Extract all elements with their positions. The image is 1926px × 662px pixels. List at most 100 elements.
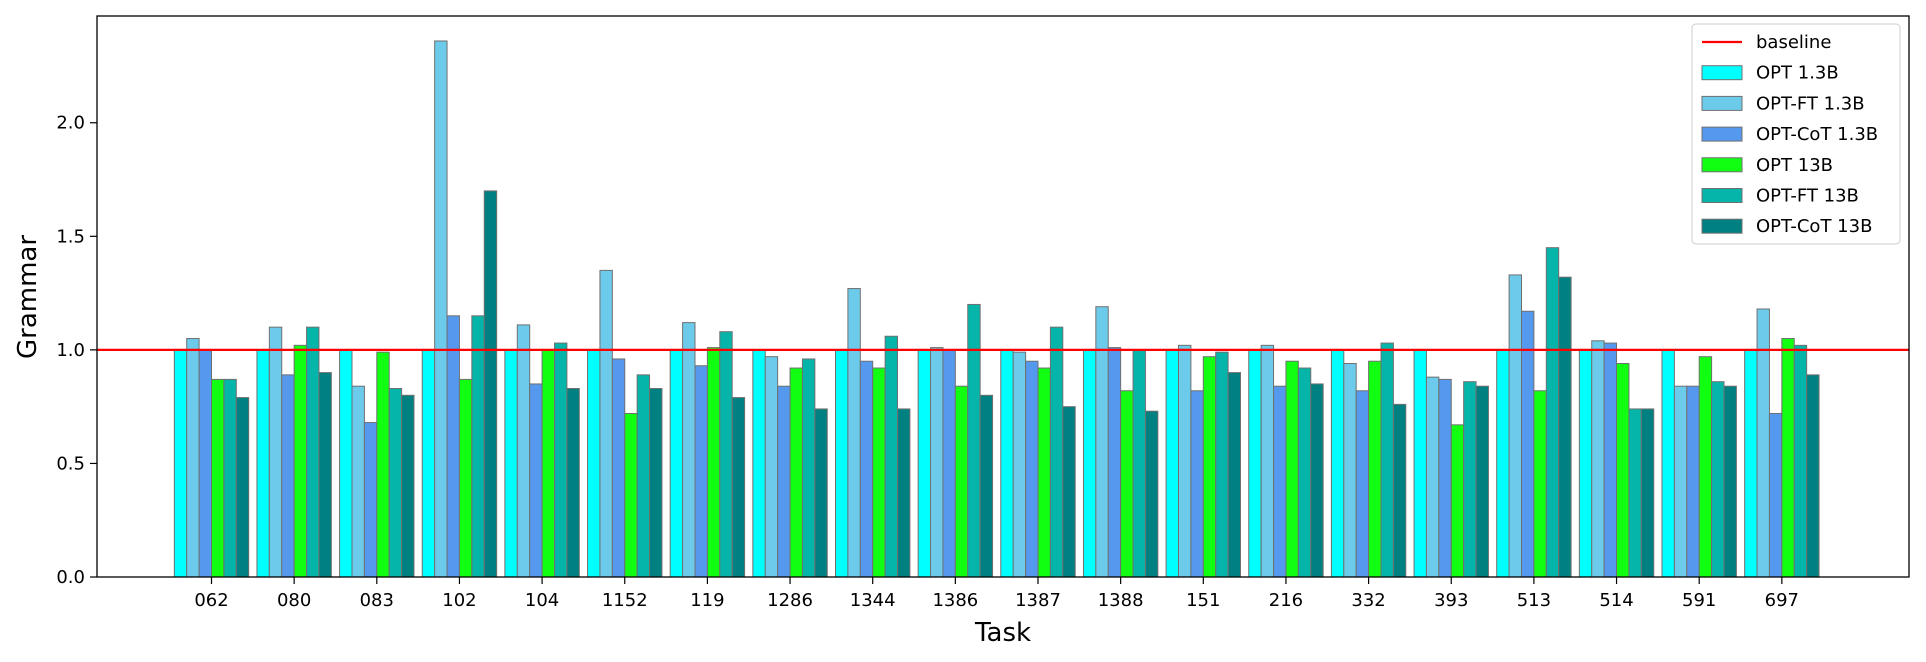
bar-1286-opt-cot-1-3b [777,385,791,578]
x-tick-label: 216 [1269,590,1303,611]
x-tick-label: 1286 [767,590,813,611]
y-tick-label: 2.0 [56,113,85,134]
bar-513-opt-ft-1-3b [1508,274,1522,578]
bar-1387-opt-13b [1037,367,1051,578]
bar-1152-opt-ft-13b [636,374,651,578]
bar-1152-opt-cot-13b [649,387,663,578]
bar-514-opt-cot-1-3b [1603,342,1618,578]
bar-514-opt-ft-1-3b [1591,340,1605,578]
x-tick-label: 514 [1599,590,1633,611]
bar-1388-opt-1-3b [1082,349,1097,578]
bar-102-opt-cot-13b [483,190,498,578]
bar-591-opt-1-3b [1661,349,1675,578]
bar-1286-opt-cot-13b [814,408,828,578]
bar-080-opt-cot-1-3b [281,374,295,578]
bar-1344-opt-ft-1-3b [847,288,861,578]
bar-591-opt-13b [1698,356,1713,578]
plot-frame [96,15,1910,578]
bar-080-opt-ft-13b [306,326,320,578]
x-tick-label: 1386 [932,590,978,611]
bar-104-opt-ft-1-3b [516,324,531,578]
bar-1152-opt-cot-1-3b [611,358,626,578]
bar-151-opt-cot-13b [1227,372,1241,578]
x-tick-label: 1387 [1015,590,1061,611]
bar-1286-opt-ft-1-3b [764,356,779,578]
bar-104-opt-13b [541,349,555,578]
x-tick-label: 1344 [850,590,896,611]
bar-1387-opt-ft-13b [1049,326,1064,578]
legend-swatch-opt-cot-1-3b [1701,126,1743,142]
bar-080-opt-13b [293,344,308,578]
bar-591-opt-ft-13b [1711,381,1725,578]
bar-393-opt-cot-1-3b [1438,378,1452,578]
bar-1386-opt-ft-1-3b [930,347,944,578]
bar-080-opt-ft-1-3b [268,326,283,578]
bar-151-opt-ft-13b [1215,351,1229,578]
legend-label-opt-13b: OPT 13B [1756,155,1833,176]
bar-1386-opt-ft-13b [967,303,981,578]
bar-1388-opt-cot-13b [1144,410,1159,578]
bar-083-opt-ft-1-3b [351,385,365,578]
bar-513-opt-13b [1533,390,1547,578]
bar-697-opt-1-3b [1744,349,1758,578]
y-tick-label: 1.5 [56,226,85,247]
legend-swatch-opt-13b [1701,157,1743,173]
bar-1386-opt-cot-13b [979,394,994,578]
bar-1388-opt-ft-13b [1132,349,1146,578]
bar-102-opt-ft-13b [471,315,485,578]
legend-swatch-opt-1-3b [1701,65,1743,81]
x-axis: 062 080 083 102 104 1152 119 1286 1344 1386 1387 13… [194,577,1799,611]
bar-151-opt-ft-1-3b [1178,344,1192,578]
bar-216-opt-1-3b [1248,349,1262,578]
bar-083-opt-13b [376,351,390,578]
bar-1344-opt-1-3b [835,349,849,578]
bar-104-opt-ft-13b [554,342,568,578]
bar-513-opt-cot-1-3b [1521,310,1535,578]
bar-104-opt-1-3b [504,349,518,578]
legend-swatch-opt-cot-13b [1701,218,1743,234]
bar-083-opt-ft-13b [388,387,403,578]
bar-151-opt-13b [1202,356,1217,578]
x-tick-label: 332 [1351,590,1385,611]
bar-1344-opt-cot-1-3b [859,360,874,578]
bar-332-opt-1-3b [1330,349,1345,578]
legend-label-opt-cot-1-3b: OPT-CoT 1.3B [1756,124,1878,145]
bar-1286-opt-1-3b [752,349,766,578]
bar-1386-opt-1-3b [917,349,932,578]
bar-1388-opt-cot-1-3b [1107,347,1122,578]
bar-1344-opt-13b [872,367,886,578]
x-tick-label: 393 [1434,590,1468,611]
x-tick-label: 151 [1186,590,1220,611]
x-tick-label: 102 [442,590,476,611]
bar-697-opt-13b [1781,338,1795,578]
bar-1388-opt-13b [1120,390,1134,578]
x-tick-label: 104 [525,590,559,611]
bar-119-opt-ft-1-3b [682,322,696,578]
bar-119-opt-1-3b [669,349,684,578]
legend-label-opt-ft-13b: OPT-FT 13B [1756,186,1859,207]
y-axis: 0.0 0.5 1.0 1.5 2.0 [56,113,97,588]
bar-513-opt-1-3b [1496,349,1510,578]
bar-216-opt-13b [1285,360,1299,578]
bar-062-opt-1-3b [173,349,188,578]
bar-062-opt-cot-13b [235,397,250,578]
x-tick-label: 1388 [1098,590,1144,611]
bar-119-opt-cot-1-3b [694,365,708,578]
bar-1387-opt-ft-1-3b [1012,351,1027,578]
bar-393-opt-13b [1450,424,1465,578]
bar-1386-opt-13b [954,385,969,578]
x-tick-label: 591 [1682,590,1716,611]
legend-box [1691,23,1901,245]
bar-332-opt-cot-1-3b [1355,390,1370,578]
bar-1286-opt-13b [789,367,803,578]
bar-216-opt-cot-13b [1310,383,1324,578]
bar-216-opt-cot-1-3b [1273,385,1287,578]
bar-1387-opt-cot-1-3b [1025,360,1039,578]
bar-332-opt-cot-13b [1392,403,1407,578]
bar-083-opt-1-3b [339,349,353,578]
bar-1388-opt-ft-1-3b [1095,306,1109,578]
bar-393-opt-cot-13b [1475,385,1489,578]
bar-591-opt-cot-1-3b [1686,385,1700,578]
bar-513-opt-cot-13b [1558,276,1572,578]
